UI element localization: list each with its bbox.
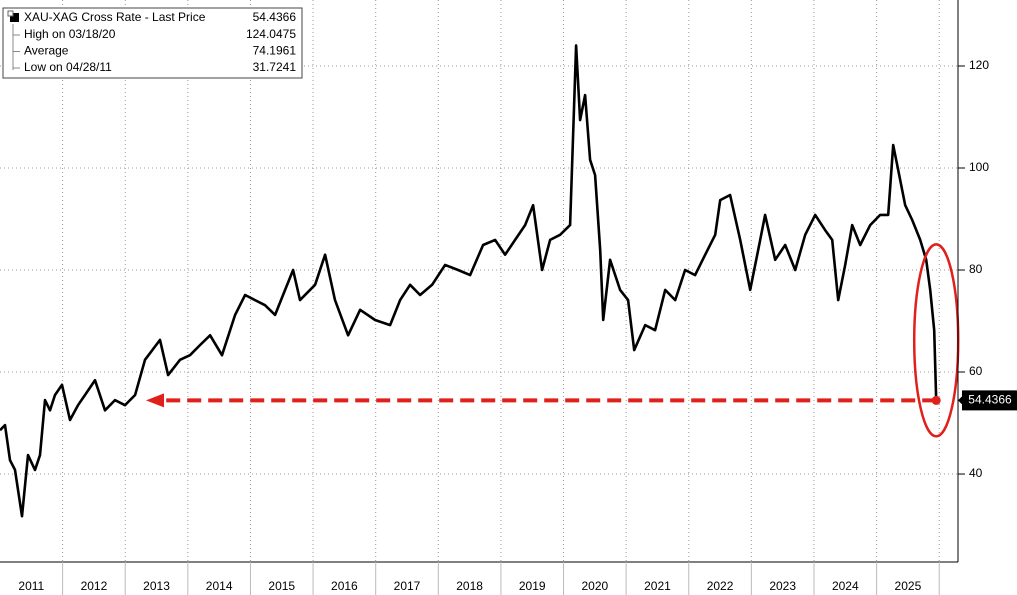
- line: [0, 44, 938, 518]
- axes: 40 60 80 100 120 2011 2012 2013 2014 2015 2016 2017…: [18, 58, 1017, 595]
- legend-stats: High on 03/18/20 124.0475 Average 74.1961 Lo…: [13, 27, 296, 74]
- last-point: [931, 395, 941, 405]
- last-value-box: [962, 390, 1017, 411]
- y-tick-label: 100: [969, 160, 989, 174]
- x-tick-label: 2019: [519, 579, 546, 593]
- y-tick-label: 80: [969, 262, 983, 276]
- y-tick-label: 120: [969, 58, 989, 72]
- y-tick-label: 40: [969, 466, 983, 480]
- annotation-arrowhead: [146, 393, 164, 408]
- x-tick-label: 2017: [394, 579, 421, 593]
- last-value-pointer: [958, 395, 963, 406]
- plot: [0, 44, 960, 518]
- legend-swatch: [10, 13, 19, 22]
- y-tick-label: 60: [969, 364, 983, 378]
- legend-stat-label: Low on 04/28/11: [24, 60, 112, 74]
- legend-value: 54.4366: [253, 10, 297, 24]
- x-tick-label: 2020: [581, 579, 608, 593]
- x-tick-label: 2025: [895, 579, 922, 593]
- legend-stat-value: 31.7241: [253, 60, 297, 74]
- x-tick-label: 2012: [81, 579, 108, 593]
- x-tick-label: 2024: [832, 579, 859, 593]
- x-tick-label: 2022: [707, 579, 734, 593]
- grid: [0, 0, 958, 562]
- legend-box: [2, 7, 303, 79]
- x-tick-label: 2023: [769, 579, 796, 593]
- legend-toggle: [7, 10, 14, 17]
- legend: XAU-XAG Cross Rate - Last Price 54.4366 …: [2, 7, 303, 79]
- x-tick-label: 2013: [143, 579, 170, 593]
- x-tick-label: 2015: [268, 579, 295, 593]
- x-tick-label: 2018: [456, 579, 483, 593]
- x-tick-label: 2021: [644, 579, 671, 593]
- last-value-label: 54.4366: [968, 393, 1012, 407]
- legend-stat-label: High on 03/18/20: [24, 27, 116, 41]
- legend-stat-label: Average: [24, 44, 69, 58]
- x-tick-label: 2016: [331, 579, 358, 593]
- legend-label: XAU-XAG Cross Rate - Last Price: [24, 10, 206, 24]
- legend-stat-value: 124.0475: [246, 27, 296, 41]
- legend-stat-value: 74.1961: [253, 44, 297, 58]
- x-tick-label: 2011: [18, 579, 44, 593]
- x-tick-label: 2014: [206, 579, 233, 593]
